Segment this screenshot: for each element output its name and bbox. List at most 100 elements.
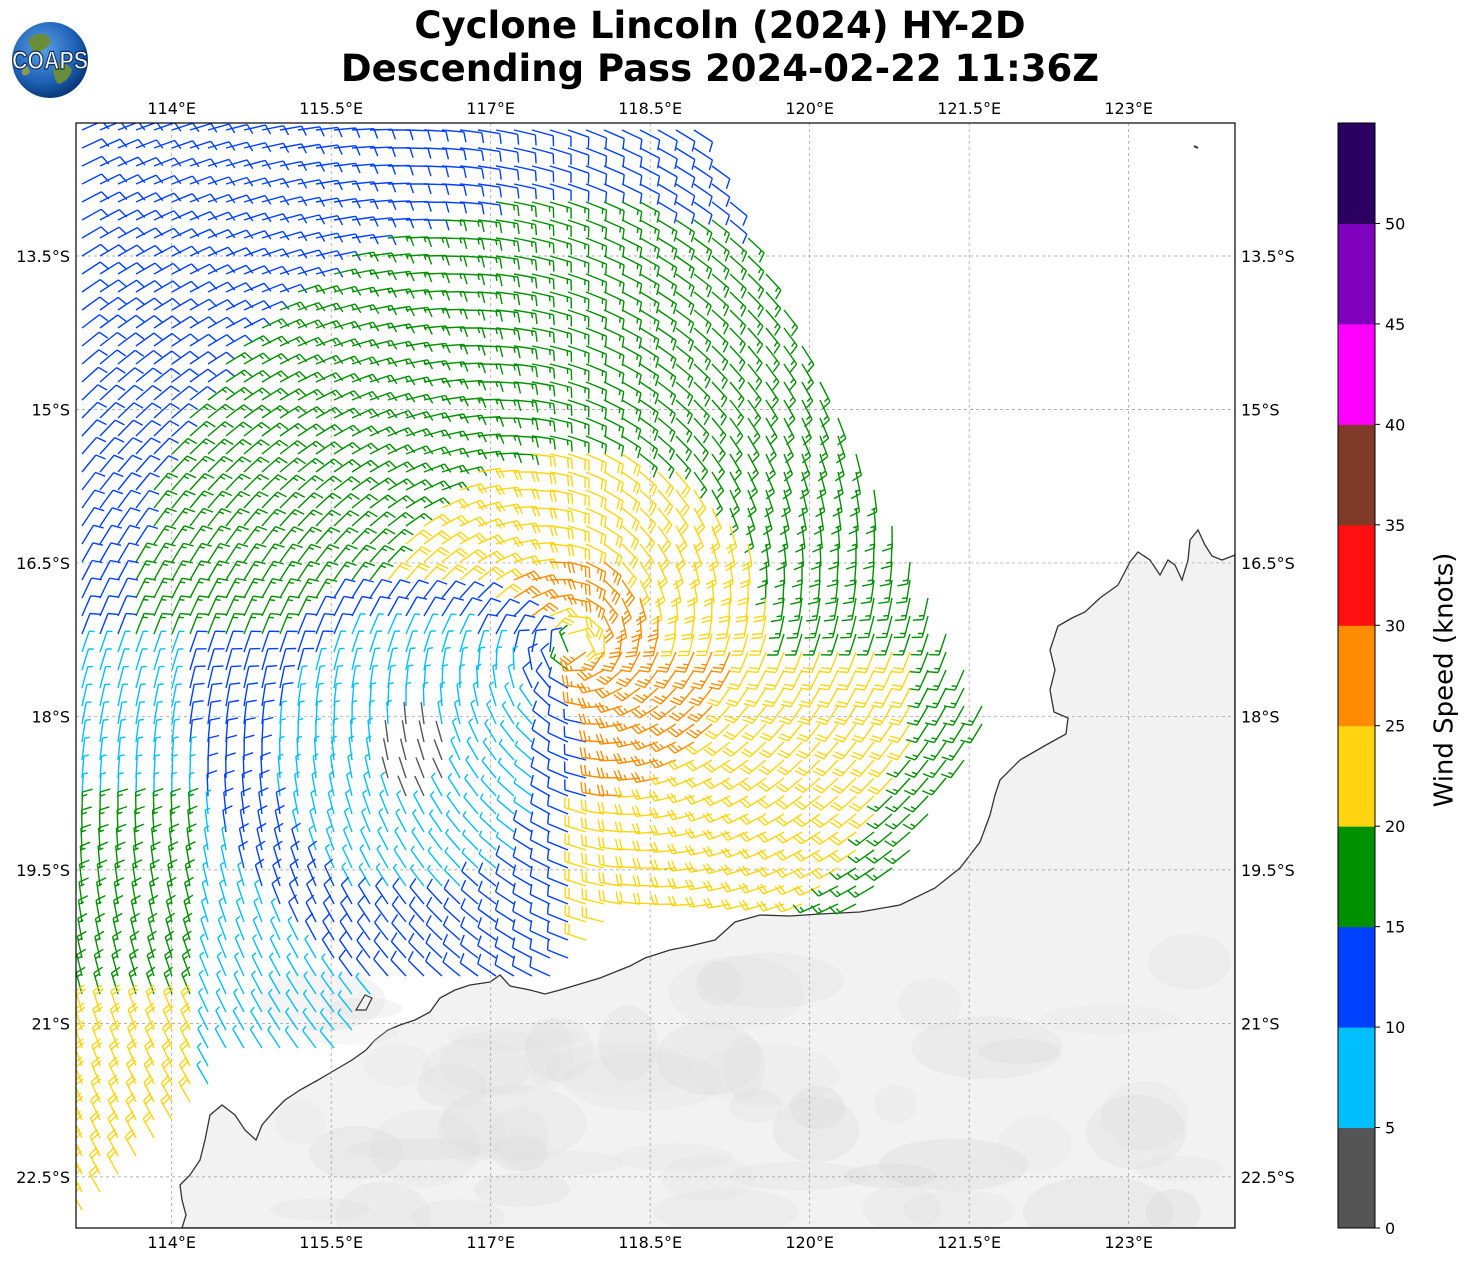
globe-logo-icon: COAPS	[11, 22, 89, 98]
wind-barb	[199, 933, 209, 959]
wind-barb	[147, 912, 158, 941]
wind-barb	[747, 345, 763, 372]
wind-barb	[391, 914, 407, 941]
wind-barb	[811, 831, 839, 845]
wind-barb	[99, 524, 122, 545]
wind-barb	[630, 723, 659, 735]
wind-barb	[810, 903, 839, 915]
wind-barb	[529, 902, 551, 923]
wind-barb	[260, 751, 271, 779]
wind-barb	[657, 471, 675, 498]
wind-barb	[171, 437, 198, 455]
wind-barb	[148, 894, 159, 923]
wind-barb	[200, 897, 209, 923]
wind-barb	[675, 363, 694, 388]
wind-barb	[675, 201, 696, 225]
wind-barb	[513, 417, 539, 431]
wind-barb	[196, 1060, 209, 1085]
wind-barb	[666, 826, 695, 838]
wind-barb	[153, 700, 163, 725]
wind-barb	[112, 912, 123, 941]
wind-barb	[315, 665, 326, 689]
wind-barb	[722, 561, 734, 589]
wind-barb	[111, 930, 122, 959]
wind-barb	[812, 795, 839, 811]
wind-barb	[369, 528, 396, 545]
wind-barb	[297, 406, 326, 419]
wind-barb	[207, 193, 236, 204]
wind-barb	[745, 507, 756, 536]
colorbar-tick-label: 45	[1385, 315, 1405, 334]
wind-barb	[81, 123, 110, 131]
wind-barb	[135, 472, 160, 491]
wind-barb	[466, 736, 479, 761]
wind-barb	[783, 453, 794, 482]
wind-barb	[501, 700, 515, 725]
wind-barb	[495, 568, 524, 581]
wind-barb	[189, 158, 218, 168]
wind-barb	[171, 542, 194, 563]
wind-barb	[99, 736, 108, 761]
wind-barb	[143, 1074, 155, 1103]
wind-barb	[117, 489, 142, 509]
wind-barb	[250, 988, 263, 1013]
wind-barb	[171, 175, 200, 185]
wind-barb	[297, 560, 321, 581]
wind-barb	[207, 560, 230, 581]
wind-barb	[81, 595, 102, 617]
wind-barb	[705, 561, 717, 590]
wind-barb	[603, 165, 625, 186]
wind-barb	[77, 912, 88, 941]
wind-barb	[408, 896, 425, 923]
wind-barb	[511, 955, 533, 977]
wind-barb	[779, 705, 803, 725]
wind-barb	[337, 1008, 353, 1031]
wind-barb	[603, 255, 625, 276]
wind-barb	[405, 562, 431, 581]
wind-barb	[531, 399, 556, 415]
wind-barb	[621, 525, 640, 551]
wind-barb	[441, 147, 467, 161]
wind-barb	[249, 1024, 263, 1049]
wind-barb	[529, 920, 551, 941]
wind-barb	[852, 705, 875, 726]
wind-barb	[207, 246, 236, 257]
wind-barb	[243, 560, 266, 581]
wind-barb	[739, 759, 767, 775]
wind-barb	[596, 750, 623, 762]
wind-barb	[675, 183, 696, 206]
wind-barb	[81, 279, 109, 293]
wind-barb	[425, 933, 443, 959]
wind-barb	[743, 687, 767, 708]
wind-barb	[153, 297, 181, 311]
wind-barb	[81, 314, 109, 329]
wind-barb	[579, 730, 605, 743]
colorbar-bin	[1338, 524, 1375, 626]
wind-barb	[369, 494, 397, 509]
wind-barb	[261, 630, 280, 653]
wind-barb	[164, 948, 174, 977]
wind-barb	[135, 297, 163, 311]
wind-barb	[817, 453, 828, 482]
wind-barb	[261, 525, 286, 545]
wind-barb	[135, 542, 158, 563]
wind-barb	[398, 756, 407, 779]
wind-barb	[153, 350, 181, 365]
wind-barb	[675, 345, 694, 370]
wind-barb	[693, 291, 712, 316]
wind-barb	[171, 350, 199, 365]
wind-barb	[693, 471, 708, 499]
wind-barb	[153, 595, 174, 617]
wind-barb	[315, 578, 338, 599]
wind-barb	[310, 789, 317, 815]
wind-barb	[594, 687, 623, 699]
wind-barb	[277, 753, 284, 779]
wind-barb	[603, 579, 621, 605]
wind-barb	[639, 507, 657, 534]
axis-labels: 114°E114°E115.5°E115.5°E117°E117°E118.5°…	[16, 99, 1295, 1252]
wind-barb	[693, 489, 707, 517]
wind-barb	[903, 795, 929, 813]
wind-barb	[225, 682, 241, 707]
wind-barb	[189, 333, 217, 347]
wind-barb	[756, 831, 785, 843]
